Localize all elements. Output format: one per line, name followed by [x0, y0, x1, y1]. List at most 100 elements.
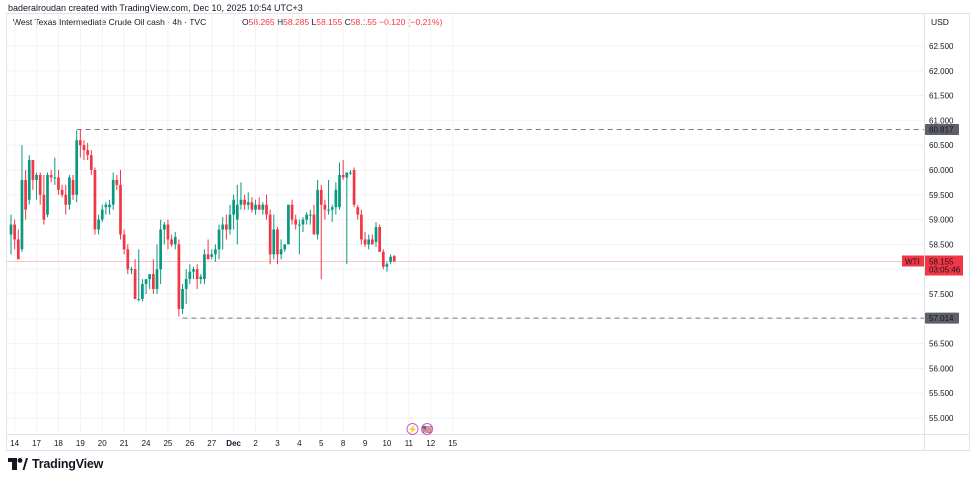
- candle-body: [381, 251, 385, 267]
- candle-body: [13, 224, 16, 240]
- y-tick-label: 60.000: [929, 166, 954, 175]
- candle-body: [352, 170, 356, 205]
- candle-body: [345, 172, 349, 178]
- candle-body: [305, 214, 308, 220]
- candle-body: [68, 177, 71, 205]
- low-label: L: [311, 17, 317, 27]
- candle-body: [327, 209, 330, 211]
- candle-body: [283, 244, 287, 250]
- candle-body: [9, 224, 13, 235]
- close-label: C: [344, 17, 351, 27]
- candle-body: [97, 219, 100, 230]
- candle-body: [144, 279, 148, 285]
- candle-body: [75, 140, 79, 195]
- us-flag-icon: [421, 423, 434, 435]
- y-tick-label: 55.500: [929, 389, 954, 398]
- candle-body: [82, 145, 86, 151]
- candle-body: [225, 224, 228, 230]
- lightning-icon: [406, 423, 419, 435]
- y-tick-label: 61.500: [929, 92, 954, 101]
- close-value: 58.155 −0.120 (−0.21%): [350, 17, 443, 27]
- candle-body: [272, 229, 276, 255]
- y-tick-label: 56.500: [929, 340, 954, 349]
- candle-body: [301, 219, 305, 225]
- candle-body: [257, 204, 261, 210]
- candle-body: [137, 298, 141, 300]
- candle-body: [148, 274, 152, 280]
- candle-body: [341, 174, 345, 178]
- candle-body: [38, 174, 42, 195]
- symbol-badge-label: WTI: [905, 258, 920, 267]
- candle-body: [53, 177, 57, 179]
- candle-body: [367, 239, 371, 245]
- x-tick-label: 3: [275, 439, 280, 448]
- candle-body: [363, 239, 367, 245]
- x-tick-label: 17: [32, 439, 41, 448]
- candle-body: [192, 269, 195, 272]
- y-tick-label: 61.000: [929, 116, 954, 125]
- candle-body: [86, 150, 89, 156]
- tradingview-brand: TradingView: [32, 457, 104, 471]
- candle-body: [108, 204, 111, 208]
- candle-body: [228, 214, 232, 230]
- candle-body: [184, 279, 188, 290]
- candle-body: [308, 214, 312, 216]
- lightning-icon-glyph: ⚡: [408, 424, 418, 434]
- us-flag-icon-glyph: 🇺🇸: [422, 425, 432, 434]
- symbol-title[interactable]: West Texas Intermediate Crude Oil cash ·…: [13, 17, 207, 27]
- candle-body: [126, 249, 130, 270]
- candle-body: [235, 204, 239, 220]
- y-tick-label: 55.000: [929, 414, 954, 423]
- candle-body: [290, 204, 294, 220]
- x-tick-label: 24: [142, 439, 151, 448]
- chart-creator-caption: baderalroudan created with TradingView.c…: [8, 3, 303, 13]
- x-tick-label: 14: [10, 439, 19, 448]
- candle-body: [265, 204, 268, 215]
- candle-body: [64, 194, 68, 205]
- candle-body: [246, 202, 250, 205]
- open-label: O: [242, 17, 249, 27]
- candle-body: [338, 174, 341, 208]
- support-level-badge: [925, 312, 959, 324]
- candle-body: [49, 174, 53, 178]
- bar-countdown-timer: 03:05:46: [929, 266, 961, 275]
- high-label: H: [277, 17, 284, 27]
- tradingview-logo-icon: [8, 458, 28, 470]
- y-tick-label: 57.500: [929, 290, 954, 299]
- y-tick-label: 59.000: [929, 216, 954, 225]
- candle-body: [210, 254, 214, 257]
- high-value: 58.285: [283, 17, 310, 27]
- low-value: 58.155: [316, 17, 343, 27]
- candle-body: [312, 214, 316, 235]
- candle-body: [60, 189, 64, 195]
- x-tick-label: 9: [363, 439, 368, 448]
- candle-body: [46, 174, 49, 215]
- y-tick-label: 59.500: [929, 191, 954, 200]
- x-tick-label: Dec: [226, 439, 241, 448]
- candle-body: [35, 174, 38, 180]
- candle-body: [316, 189, 319, 235]
- candle-body: [378, 227, 381, 252]
- candle-body: [166, 224, 170, 240]
- x-tick-label: 8: [341, 439, 346, 448]
- candle-body: [24, 179, 27, 210]
- currency-label: USD: [931, 17, 949, 27]
- candle-body: [122, 234, 126, 250]
- candle-body: [93, 170, 97, 230]
- x-tick-label: 18: [54, 439, 63, 448]
- candle-body: [330, 207, 334, 210]
- chart-frame: [6, 13, 970, 451]
- candle-body: [385, 264, 389, 267]
- candle-body: [217, 229, 221, 250]
- candle-body: [79, 140, 82, 146]
- candle-body: [16, 239, 20, 260]
- candle-body: [349, 172, 352, 174]
- tradingview-logo[interactable]: TradingView: [8, 457, 103, 471]
- candle-body: [214, 249, 217, 255]
- candle-body: [115, 179, 119, 185]
- candle-body: [57, 177, 60, 190]
- y-tick-label: 62.000: [929, 67, 954, 76]
- candle-body: [294, 219, 298, 225]
- candle-body: [20, 179, 24, 250]
